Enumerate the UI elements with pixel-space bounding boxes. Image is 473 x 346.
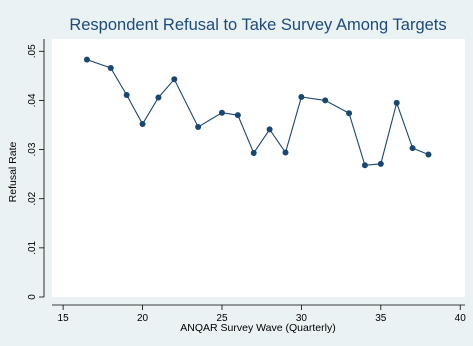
plot-area	[52, 39, 465, 297]
data-point	[393, 99, 400, 106]
x-tick-label: 40	[455, 313, 467, 324]
x-axis-title: ANQAR Survey Wave (Quarterly)	[180, 322, 335, 334]
data-point	[377, 160, 384, 167]
y-tick-label: .04	[27, 93, 38, 107]
series-layer	[83, 56, 432, 169]
data-point	[83, 56, 90, 63]
y-tick-label: .05	[27, 44, 38, 58]
data-point	[250, 150, 257, 157]
y-tick-label: .01	[27, 240, 38, 254]
x-tick-label: 25	[216, 313, 228, 324]
data-point	[361, 162, 368, 169]
data-point	[425, 151, 432, 158]
data-point	[282, 149, 289, 156]
data-point	[234, 112, 241, 119]
data-point	[139, 121, 146, 128]
data-point	[322, 97, 329, 104]
y-tick-label: 0	[27, 294, 38, 300]
data-point	[218, 109, 225, 116]
x-axis-ticks: 15 20 25 30 35 40	[58, 305, 467, 324]
y-axis-ticks: 0 .01 .02 .03 .04 .05	[27, 44, 44, 300]
y-tick-label: .03	[27, 142, 38, 156]
data-point	[266, 126, 273, 133]
data-point	[171, 76, 178, 83]
data-point	[409, 145, 416, 152]
x-tick-label: 30	[296, 313, 308, 324]
data-point	[195, 123, 202, 130]
data-point	[123, 92, 130, 99]
data-point	[298, 93, 305, 100]
x-tick-label: 15	[58, 313, 70, 324]
data-point	[107, 64, 114, 71]
y-axis-title: Refusal Rate	[7, 141, 19, 202]
chart-title: Respondent Refusal to Take Survey Among …	[69, 16, 446, 34]
data-point	[155, 94, 162, 101]
x-tick-label: 35	[375, 313, 387, 324]
x-tick-label: 20	[137, 313, 149, 324]
y-tick-label: .02	[27, 191, 38, 205]
data-point	[346, 110, 353, 117]
